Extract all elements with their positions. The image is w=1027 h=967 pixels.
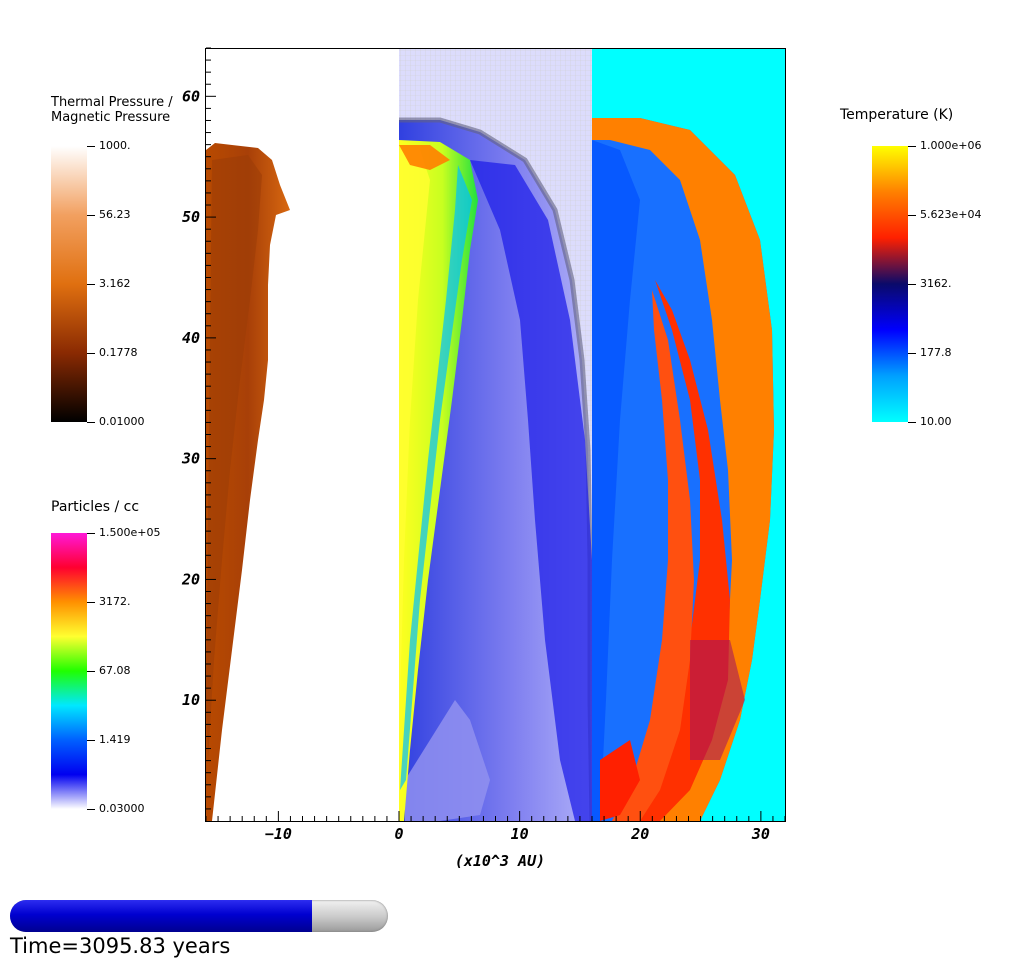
time-progress-bar bbox=[10, 900, 388, 932]
y-tick-label: 30 bbox=[181, 450, 200, 468]
y-axis: 10 20 30 40 50 60 bbox=[181, 47, 216, 810]
colorbar-tick-label: 1.500e+05 bbox=[99, 526, 161, 539]
y-tick-label: 10 bbox=[182, 691, 200, 709]
colorbar-tick-label: 3.162 bbox=[99, 277, 131, 290]
colorbar-tick-label: 177.8 bbox=[920, 346, 952, 359]
y-tick-label: 60 bbox=[182, 87, 200, 105]
colorbar-tick-label: 0.03000 bbox=[99, 802, 145, 815]
colorbar-tick-mark bbox=[87, 602, 95, 603]
y-tick-label: 40 bbox=[182, 329, 200, 347]
density-colorbar bbox=[51, 533, 87, 809]
colorbar-tick-mark bbox=[87, 284, 95, 285]
colorbar-tick-label: 1.419 bbox=[99, 733, 131, 746]
time-label: Time=3095.83 years bbox=[10, 934, 231, 958]
pressure-colorbar bbox=[51, 146, 87, 422]
colorbar-tick-mark bbox=[908, 146, 916, 147]
colorbar-tick-mark bbox=[87, 353, 95, 354]
colorbar-tick-mark bbox=[87, 671, 95, 672]
x-tick-label: 10 bbox=[511, 825, 529, 843]
colorbar-tick-label: 1000. bbox=[99, 139, 131, 152]
x-tick-label: −10 bbox=[265, 825, 292, 843]
temperature-colorbar bbox=[872, 146, 908, 422]
colorbar-tick-label: 10.00 bbox=[920, 415, 952, 428]
colorbar-tick-mark bbox=[87, 533, 95, 534]
density-colorbar-title: Particles / cc bbox=[51, 499, 140, 515]
pressure-colorbar-title: Thermal Pressure / Magnetic Pressure bbox=[51, 95, 173, 125]
colorbar-tick-mark bbox=[87, 740, 95, 741]
colorbar-tick-label: 3162. bbox=[920, 277, 952, 290]
colorbar-tick-mark bbox=[908, 422, 916, 423]
colorbar-tick-label: 3172. bbox=[99, 595, 131, 608]
colorbar-tick-mark bbox=[87, 809, 95, 810]
y-tick-label: 50 bbox=[182, 208, 200, 226]
colorbar-tick-mark bbox=[908, 215, 916, 216]
colorbar-tick-label: 5.623e+04 bbox=[920, 208, 982, 221]
colorbar-tick-mark bbox=[87, 146, 95, 147]
density-core bbox=[399, 140, 478, 821]
temperature-colorbar-title: Temperature (K) bbox=[840, 107, 954, 123]
y-tick-label: 20 bbox=[181, 570, 200, 588]
x-axis-label: (x10^3 AU) bbox=[455, 852, 545, 870]
colorbar-tick-label: 56.23 bbox=[99, 208, 131, 221]
time-progress-fill bbox=[10, 900, 313, 932]
colorbar-tick-mark bbox=[908, 284, 916, 285]
colorbar-tick-mark bbox=[87, 215, 95, 216]
x-tick-label: 20 bbox=[630, 825, 649, 843]
colorbar-tick-mark bbox=[87, 422, 95, 423]
x-tick-label: 30 bbox=[751, 825, 770, 843]
plot-frame bbox=[205, 48, 786, 822]
colorbar-tick-label: 1.000e+06 bbox=[920, 139, 982, 152]
colorbar-tick-label: 0.1778 bbox=[99, 346, 138, 359]
colorbar-tick-mark bbox=[908, 353, 916, 354]
x-tick-label: 0 bbox=[394, 825, 403, 843]
colorbar-tick-label: 67.08 bbox=[99, 664, 131, 677]
x-axis: −10 0 10 20 30 bbox=[205, 811, 786, 843]
colorbar-tick-label: 0.01000 bbox=[99, 415, 145, 428]
